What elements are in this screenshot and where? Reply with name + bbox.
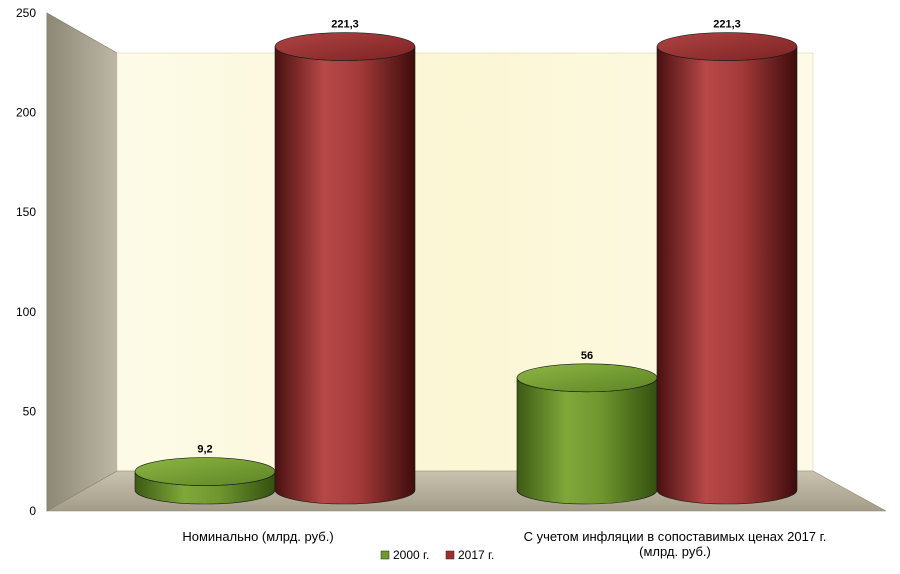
bar-2017-cat-0 bbox=[274, 32, 416, 505]
legend-swatch bbox=[380, 550, 390, 560]
data-label: 9,2 bbox=[197, 444, 212, 456]
legend-swatch bbox=[445, 550, 455, 560]
bar-body bbox=[274, 46, 416, 505]
data-labels: 9,2 56 221,3 221,3 bbox=[197, 19, 740, 456]
bars bbox=[134, 32, 798, 505]
bar-body bbox=[516, 377, 658, 505]
y-tick-label: 150 bbox=[16, 205, 36, 219]
bar-top bbox=[134, 457, 276, 486]
legend-label: 2017 г. bbox=[458, 548, 494, 562]
legend-label: 2000 г. bbox=[393, 548, 429, 562]
y-tick-label: 0 bbox=[29, 504, 36, 518]
bar-top bbox=[516, 363, 658, 393]
bar-2017-cat-1 bbox=[656, 32, 798, 505]
bar-2000-cat-1 bbox=[516, 363, 658, 505]
y-tick-label: 250 bbox=[16, 6, 36, 20]
data-label: 221,3 bbox=[713, 19, 741, 31]
y-tick-label: 50 bbox=[23, 404, 37, 418]
y-tick-label: 200 bbox=[16, 106, 36, 120]
side-wall bbox=[46, 12, 118, 512]
x-axis-labels: Номинально (млрд. руб.) С учетом инфляции… bbox=[182, 529, 826, 559]
bar-body bbox=[656, 46, 798, 505]
bar-top bbox=[656, 32, 798, 61]
data-label: 221,3 bbox=[331, 19, 359, 31]
data-label: 56 bbox=[581, 350, 593, 362]
x-category-label: (млрд. руб.) bbox=[639, 544, 711, 559]
x-category-label: Номинально (млрд. руб.) bbox=[182, 529, 333, 544]
bar-top bbox=[274, 32, 416, 61]
bar-2000-cat-0 bbox=[134, 457, 276, 505]
x-category-label: С учетом инфляции в сопоставимых ценах 2… bbox=[524, 529, 827, 544]
y-axis-ticks: 0 50 100 150 200 250 bbox=[16, 6, 36, 518]
legend: 2000 г. 2017 г. bbox=[380, 548, 494, 562]
y-tick-label: 100 bbox=[16, 305, 36, 319]
